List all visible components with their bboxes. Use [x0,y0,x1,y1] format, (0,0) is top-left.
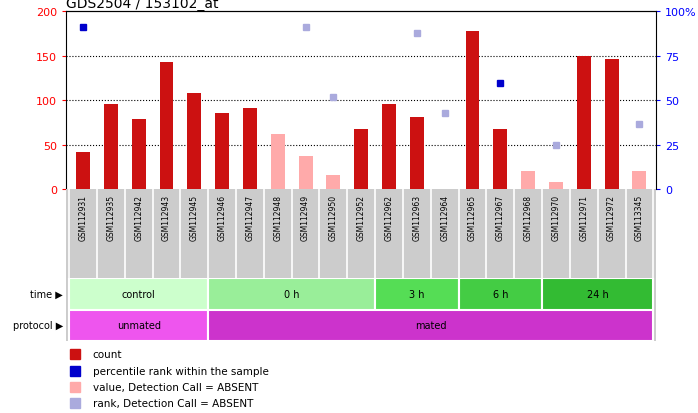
Text: GSM112947: GSM112947 [246,195,255,240]
Bar [132,120,146,190]
Text: rank, Detection Call = ABSENT: rank, Detection Call = ABSENT [93,398,253,408]
Text: GSM112935: GSM112935 [106,195,115,240]
Text: GSM112972: GSM112972 [607,195,616,240]
Bar [577,57,591,190]
Text: 3 h: 3 h [409,289,424,299]
Bar [375,279,459,310]
Text: GSM112964: GSM112964 [440,195,450,240]
Bar [243,109,257,190]
Bar [327,176,341,190]
Text: protocol ▶: protocol ▶ [13,320,63,330]
Bar [160,63,173,190]
Bar [604,59,618,190]
Text: percentile rank within the sample: percentile rank within the sample [93,366,269,376]
Bar [208,310,653,341]
Bar [410,118,424,190]
Text: GSM112962: GSM112962 [385,195,394,240]
Text: 0 h: 0 h [284,289,299,299]
Bar [104,105,118,190]
Bar [69,310,208,341]
Bar [549,183,563,190]
Bar [466,32,480,190]
Bar [69,279,208,310]
Text: GSM112946: GSM112946 [218,195,227,240]
Text: time ▶: time ▶ [30,289,63,299]
Text: GSM112931: GSM112931 [78,195,87,240]
Text: mated: mated [415,320,447,330]
Text: GSM112970: GSM112970 [551,195,560,240]
Bar [76,153,90,190]
Bar [299,156,313,190]
Text: GSM112950: GSM112950 [329,195,338,240]
Text: GSM112949: GSM112949 [301,195,310,240]
Text: GSM112942: GSM112942 [134,195,143,240]
Bar [271,135,285,190]
Text: GDS2504 / 153102_at: GDS2504 / 153102_at [66,0,218,12]
Text: GSM112963: GSM112963 [413,195,422,240]
Text: 6 h: 6 h [493,289,508,299]
Bar [355,130,368,190]
Text: GSM112967: GSM112967 [496,195,505,240]
Text: count: count [93,349,122,359]
Text: unmated: unmated [117,320,161,330]
Text: GSM113345: GSM113345 [635,195,644,240]
Text: 24 h: 24 h [587,289,609,299]
Text: GSM112971: GSM112971 [579,195,588,240]
Bar [459,279,542,310]
Bar [542,279,653,310]
Text: GSM112952: GSM112952 [357,195,366,240]
Text: GSM112965: GSM112965 [468,195,477,240]
Text: value, Detection Call = ABSENT: value, Detection Call = ABSENT [93,382,258,392]
Bar [521,171,535,190]
Bar [187,94,201,190]
Text: GSM112948: GSM112948 [273,195,282,240]
Text: GSM112943: GSM112943 [162,195,171,240]
Bar [493,130,507,190]
Text: GSM112945: GSM112945 [190,195,199,240]
Bar [215,114,229,190]
Text: GSM112968: GSM112968 [524,195,533,240]
Bar [208,279,375,310]
Bar [632,171,646,190]
Bar [382,105,396,190]
Text: control: control [121,289,156,299]
